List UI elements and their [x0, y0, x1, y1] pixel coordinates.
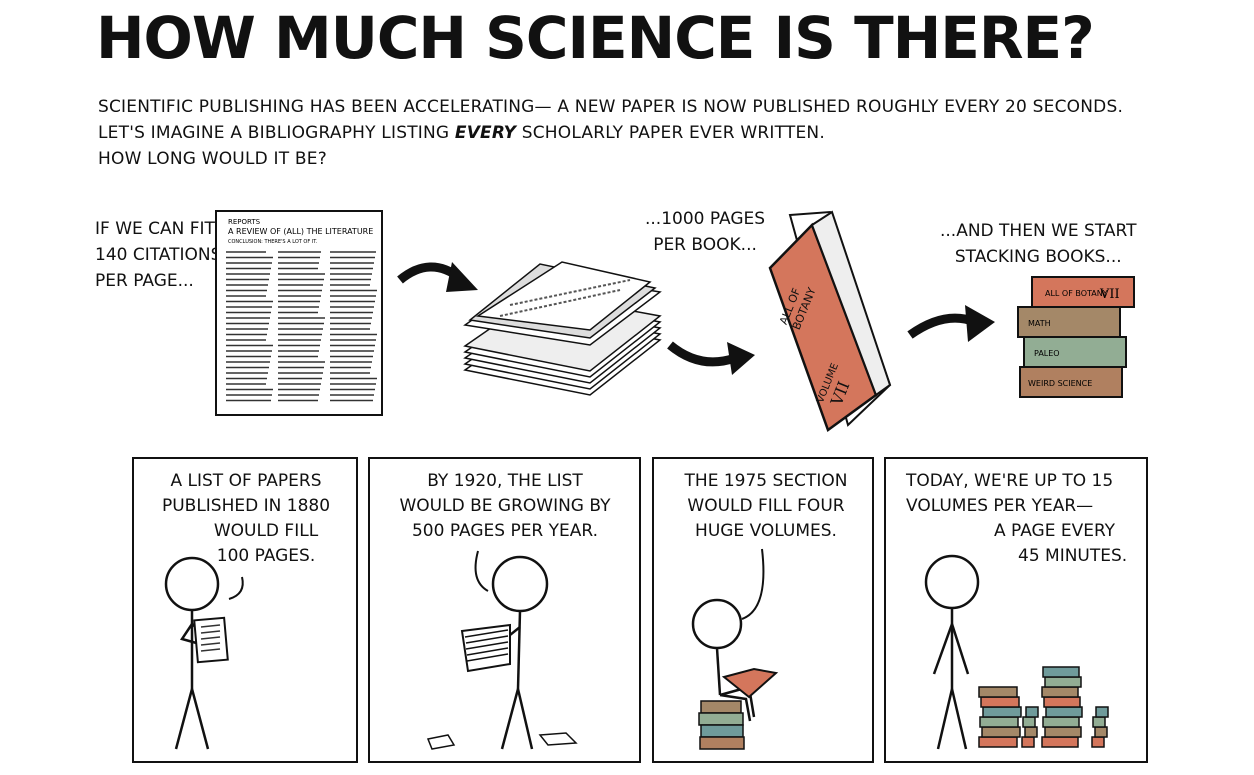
pile-book — [1025, 706, 1039, 718]
panel-today-text: TODAY, WE'RE UP TO 15 VOLUMES PER YEAR— … — [906, 469, 1128, 569]
pile-book — [978, 736, 1018, 748]
stacked-books: ALL OF BOTANY VII MATH PALEO WEIRD SCIEN… — [1017, 276, 1135, 398]
pile-book — [1042, 666, 1080, 678]
intro-line-2-end: SCHOLARLY PAPER EVER WRITTEN. — [516, 123, 825, 143]
panel-text-line: WOULD FILL FOUR — [687, 496, 845, 516]
page-header: REPORTS — [228, 218, 261, 226]
caption-line: 140 CITATIONS — [95, 245, 222, 265]
arrowhead-icon — [965, 305, 995, 342]
panel-text-line: HUGE VOLUMES. — [695, 521, 837, 541]
arrowhead-icon — [727, 342, 755, 375]
bibliography-page: REPORTS A REVIEW OF (ALL) THE LITERATURE… — [215, 210, 383, 416]
panel-text-line: 100 PAGES. — [216, 546, 316, 566]
stick-figure-1 — [164, 556, 244, 750]
intro-line-2: LET'S IMAGINE A BIBLIOGRAPHY LISTING EVE… — [98, 120, 1123, 146]
arrow-right-icon — [907, 313, 977, 339]
pile-book — [1091, 736, 1105, 748]
caption-line: IF WE CAN FIT — [95, 219, 215, 239]
pile-book — [1043, 696, 1081, 708]
panel-text-line: VOLUMES PER YEAR— — [906, 496, 1094, 516]
pile-book — [978, 686, 1018, 698]
pile-book — [1095, 706, 1109, 718]
pile-book — [979, 716, 1019, 728]
panel-1975: THE 1975 SECTION WOULD FILL FOUR HUGE VO… — [652, 457, 874, 763]
pile-book — [981, 726, 1021, 738]
panel-text-line: BY 1920, THE LIST — [427, 471, 583, 491]
pile-book — [1044, 726, 1082, 738]
pile-book — [1044, 676, 1082, 688]
stick-figure-2 — [426, 550, 578, 750]
arrowhead-icon — [446, 262, 478, 292]
pile-book — [980, 696, 1020, 708]
panel-1920: BY 1920, THE LIST WOULD BE GROWING BY 50… — [368, 457, 641, 763]
pile-book — [1094, 726, 1108, 738]
intro-line-3: HOW LONG WOULD IT BE? — [98, 149, 327, 169]
page-stack — [463, 261, 662, 396]
stack-book-label: MATH — [1028, 319, 1051, 328]
caption-line: ...1000 PAGES — [645, 209, 766, 229]
page-subtitle: CONCLUSION: THERE'S A LOT OF IT. — [228, 239, 318, 245]
pile-book — [1045, 706, 1083, 718]
stack-book-label: WEIRD SCIENCE — [1028, 379, 1092, 388]
caption-line: ...AND THEN WE START — [940, 221, 1137, 241]
stick-figure-4 — [924, 554, 1109, 750]
panel-text-line: WOULD BE GROWING BY — [399, 496, 611, 516]
panel-text-line: TODAY, WE'RE UP TO 15 — [906, 471, 1114, 491]
pile-book — [1041, 736, 1079, 748]
panel-1975-text: THE 1975 SECTION WOULD FILL FOUR HUGE VO… — [666, 469, 866, 544]
caption-citations: IF WE CAN FIT 140 CITATIONS PER PAGE... — [95, 216, 221, 294]
stick-figure-3 — [691, 548, 779, 750]
stack-book-label: ALL OF BOTANY — [1045, 289, 1108, 298]
intro-line-2-start: LET'S IMAGINE A BIBLIOGRAPHY LISTING — [98, 123, 455, 143]
panel-today: TODAY, WE'RE UP TO 15 VOLUMES PER YEAR— … — [884, 457, 1148, 763]
intro-emphasis: EVERY — [454, 123, 517, 143]
page-title: A REVIEW OF (ALL) THE LITERATURE — [228, 227, 373, 236]
intro-text: SCIENTIFIC PUBLISHING HAS BEEN ACCELERAT… — [98, 94, 1123, 172]
big-book: ALL OF BOTANY VOLUME VII — [768, 210, 892, 432]
panel-1920-text: BY 1920, THE LIST WOULD BE GROWING BY 50… — [390, 469, 620, 544]
panel-text-line: PUBLISHED IN 1880 — [161, 496, 331, 516]
comic-title: HOW MUCH SCIENCE IS THERE? — [96, 4, 1095, 72]
caption-line: PER BOOK... — [653, 235, 757, 255]
panel-1880-text: A LIST OF PAPERS PUBLISHED IN 1880 WOULD… — [156, 469, 336, 569]
panel-text-line: A LIST OF PAPERS — [170, 471, 322, 491]
caption-stacking: ...AND THEN WE START STACKING BOOKS... — [940, 218, 1136, 270]
stack-book-numeral: VII — [1099, 287, 1120, 302]
stack-book-label: PALEO — [1034, 349, 1060, 358]
panel-1880: A LIST OF PAPERS PUBLISHED IN 1880 WOULD… — [132, 457, 358, 763]
intro-line-1: SCIENTIFIC PUBLISHING HAS BEEN ACCELERAT… — [98, 97, 1124, 117]
pile-book — [1024, 726, 1038, 738]
panel-text-line: 500 PAGES PER YEAR. — [411, 521, 599, 541]
pile-book — [1042, 716, 1080, 728]
pile-book — [1021, 736, 1035, 748]
caption-line: STACKING BOOKS... — [954, 247, 1122, 267]
pile-book — [982, 706, 1022, 718]
arrow-right-icon — [667, 341, 737, 367]
panel-text-line: 45 MINUTES. — [1018, 546, 1128, 566]
pile-book — [1022, 716, 1036, 728]
panel-text-line: THE 1975 SECTION — [684, 471, 848, 491]
panel-text-line: A PAGE EVERY — [994, 521, 1116, 541]
caption-pages-per-book: ...1000 PAGES PER BOOK... — [645, 206, 765, 258]
caption-line: PER PAGE... — [95, 271, 194, 291]
pile-book — [1092, 716, 1106, 728]
panel-text-line: WOULD FILL — [213, 521, 319, 541]
pile-book — [1041, 686, 1079, 698]
